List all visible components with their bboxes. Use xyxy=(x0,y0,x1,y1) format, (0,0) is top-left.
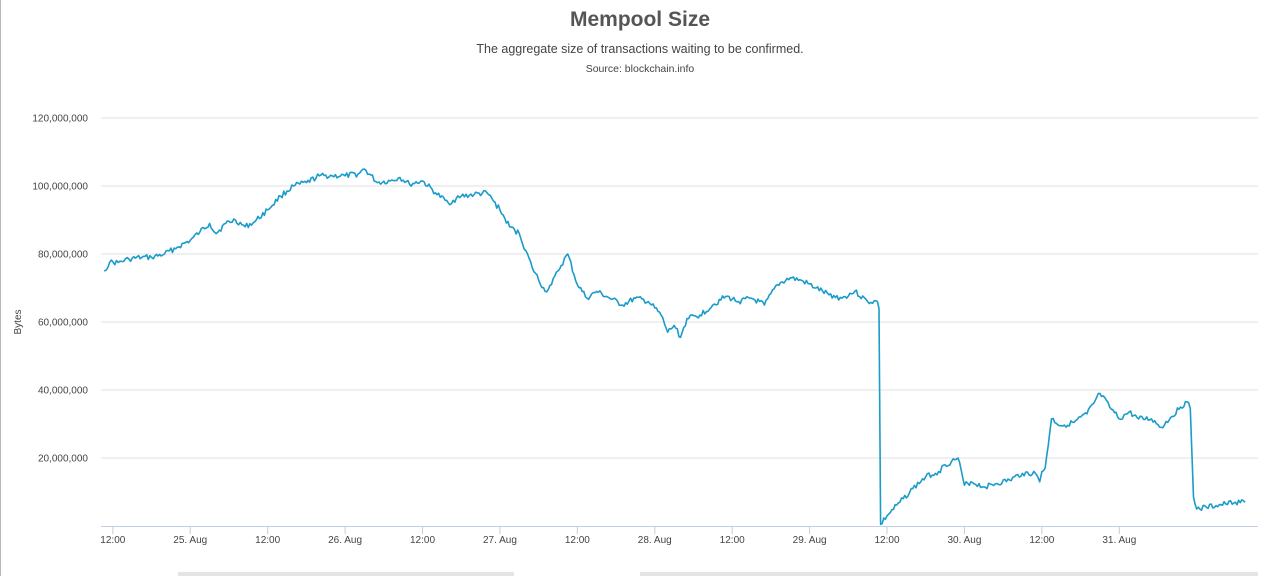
chart-source: Source: blockchain.info xyxy=(585,63,695,75)
scrollbar-segment-left[interactable] xyxy=(178,572,514,576)
x-tick-label: 12:00 xyxy=(565,535,590,546)
x-tick-label: 31. Aug xyxy=(1102,535,1136,546)
chart-subtitle: The aggregate size of transactions waiti… xyxy=(476,42,804,56)
y-axis: 20,000,000 40,000,000 60,000,000 80,000,000… xyxy=(32,114,88,465)
y-tick-label: 20,000,000 xyxy=(38,454,88,465)
x-tick-label: 26. Aug xyxy=(328,535,362,546)
x-tick-label: 29. Aug xyxy=(793,535,827,546)
frame-left-edge xyxy=(0,0,1,576)
x-tick-label: 12:00 xyxy=(720,535,745,546)
x-axis: 12:00 25. Aug 12:00 26. Aug 12:00 27. Aug 12:0… xyxy=(100,526,1258,546)
y-tick-label: 100,000,000 xyxy=(32,182,88,193)
series-line xyxy=(103,168,1246,526)
y-tick-label: 40,000,000 xyxy=(38,386,88,397)
grid-lines xyxy=(101,117,1258,459)
y-tick-label: 120,000,000 xyxy=(32,114,88,125)
x-tick-label: 12:00 xyxy=(100,535,125,546)
x-tick-label: 30. Aug xyxy=(947,535,981,546)
x-tick-label: 12:00 xyxy=(1029,535,1054,546)
y-tick-label: 60,000,000 xyxy=(38,318,88,329)
series-layer xyxy=(103,168,1246,526)
x-tick-label: 12:00 xyxy=(410,535,435,546)
y-axis-title: Bytes xyxy=(13,309,24,334)
x-tick-label: 12:00 xyxy=(875,535,900,546)
y-tick-label: 80,000,000 xyxy=(38,250,88,261)
x-tick-label: 27. Aug xyxy=(483,535,517,546)
x-tick-label: 28. Aug xyxy=(638,535,672,546)
x-tick-label: 12:00 xyxy=(255,535,280,546)
x-tick-label: 25. Aug xyxy=(173,535,207,546)
chart-title: Mempool Size xyxy=(569,8,711,31)
scrollbar-segment-right[interactable] xyxy=(640,572,1258,576)
